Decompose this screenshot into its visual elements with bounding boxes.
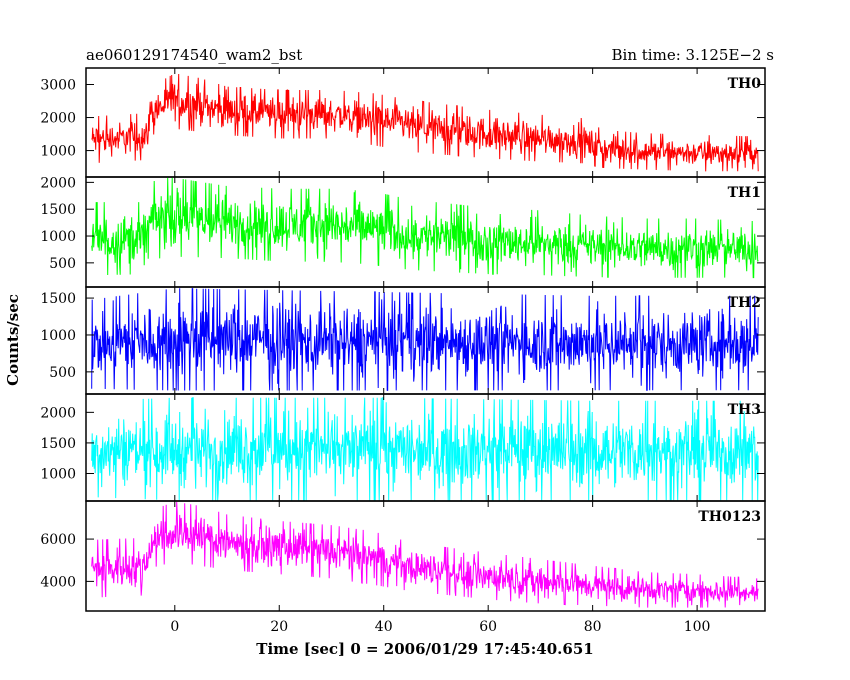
panel-label: TH0123 bbox=[698, 509, 761, 525]
y-tick-label: 1000 bbox=[40, 229, 76, 245]
y-tick-label: 1500 bbox=[40, 202, 76, 218]
y-tick-label: 1000 bbox=[40, 328, 76, 344]
header-left-title: ae060129174540_wam2_bst bbox=[86, 46, 302, 64]
panels-group: 1000 2000 3000 TH0 500 1000 1500 2000 TH1 500 1000… bbox=[40, 67, 766, 612]
panel-th0: 1000 2000 3000 TH0 bbox=[40, 67, 766, 178]
series-line-th0123 bbox=[91, 501, 759, 608]
x-tick-label: 60 bbox=[479, 619, 497, 635]
panel-frame bbox=[85, 500, 766, 612]
series-line-th1 bbox=[91, 177, 759, 279]
y-axis-label: Counts/sec bbox=[4, 294, 22, 386]
y-tick-label: 500 bbox=[49, 365, 76, 381]
y-tick-label: 1500 bbox=[40, 436, 76, 452]
x-tick-label: 20 bbox=[270, 619, 288, 635]
panel-th2: 500 1000 1500 TH2 bbox=[40, 286, 766, 395]
panel-label: TH3 bbox=[728, 402, 761, 418]
panel-label: TH0 bbox=[728, 76, 762, 92]
x-tick-label: 100 bbox=[684, 619, 711, 635]
panel-label: TH1 bbox=[728, 185, 761, 201]
y-tick-label: 2000 bbox=[40, 111, 76, 127]
series-line-th3 bbox=[91, 397, 759, 501]
y-tick-label: 2000 bbox=[40, 175, 76, 191]
x-axis-label: Time [sec] 0 = 2006/01/29 17:45:40.651 bbox=[256, 640, 593, 658]
x-tick-label: 40 bbox=[375, 619, 393, 635]
y-tick-label: 2000 bbox=[40, 405, 76, 421]
y-tick-label: 1000 bbox=[40, 144, 76, 160]
header-right-title: Bin time: 3.125E−2 s bbox=[612, 46, 774, 64]
y-tick-label: 500 bbox=[49, 256, 76, 272]
y-tick-label: 1000 bbox=[40, 466, 76, 482]
panel-label: TH2 bbox=[728, 295, 761, 311]
panel-th0123: 4000 6000 TH0123 bbox=[40, 500, 766, 612]
x-tick-label: 80 bbox=[584, 619, 602, 635]
y-tick-label: 3000 bbox=[40, 78, 76, 94]
x-axis: 0 20 40 60 80 100 bbox=[170, 619, 710, 635]
panel-th3: 1000 1500 2000 TH3 bbox=[40, 393, 766, 502]
y-tick-label: 6000 bbox=[40, 532, 76, 548]
x-tick-label: 0 bbox=[170, 619, 179, 635]
y-tick-label: 1500 bbox=[40, 291, 76, 307]
panel-th1: 500 1000 1500 2000 TH1 bbox=[40, 175, 766, 288]
series-line-th0 bbox=[91, 73, 759, 172]
series-line-th2 bbox=[91, 288, 759, 391]
y-tick-label: 4000 bbox=[40, 574, 76, 590]
